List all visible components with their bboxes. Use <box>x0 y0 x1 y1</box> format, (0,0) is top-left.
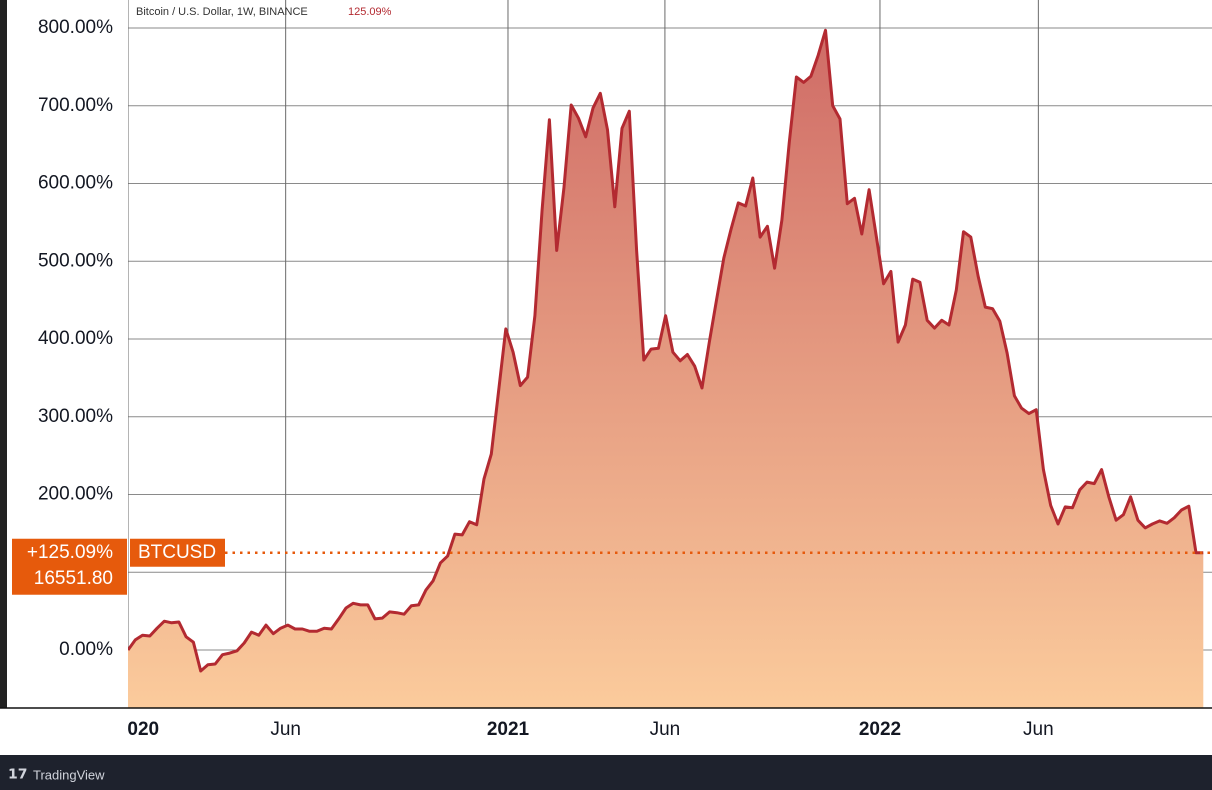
left-edge <box>0 0 7 708</box>
symbol-badge <box>130 538 225 567</box>
current-price-label: 16551.80 <box>34 568 113 589</box>
symbol-label: BTCUSD <box>138 542 216 563</box>
current-change-label: +125.09% <box>27 542 113 563</box>
x-tick-label: Jun <box>650 719 681 740</box>
area-fill <box>128 30 1204 709</box>
x-tick-label: 2020 <box>117 719 159 740</box>
footer <box>0 755 1212 790</box>
x-tick-label: Jun <box>1023 719 1054 740</box>
y-tick-label: 300.00% <box>38 406 113 427</box>
chart-title: Bitcoin / U.S. Dollar, 1W, BINANCE <box>136 6 308 18</box>
y-tick-label: 0.00% <box>59 639 113 660</box>
title-change: 125.09% <box>348 6 392 18</box>
brand: TradingView <box>33 767 105 782</box>
y-tick-label: 600.00% <box>38 173 113 194</box>
x-tick-label: 2021 <box>487 719 530 740</box>
price-badge <box>12 538 127 595</box>
price-line <box>128 28 1204 673</box>
x-tick-label: 2022 <box>859 719 901 740</box>
y-tick-label: 500.00% <box>38 250 113 271</box>
y-tick-label: 400.00% <box>38 328 113 349</box>
logo-mark: 𝟭𝟳 <box>8 766 27 782</box>
x-tick-label: Jun <box>270 719 301 740</box>
y-tick-label: 700.00% <box>38 95 113 116</box>
y-tick-label: 200.00% <box>38 484 113 505</box>
y-tick-label: 800.00% <box>38 17 113 38</box>
